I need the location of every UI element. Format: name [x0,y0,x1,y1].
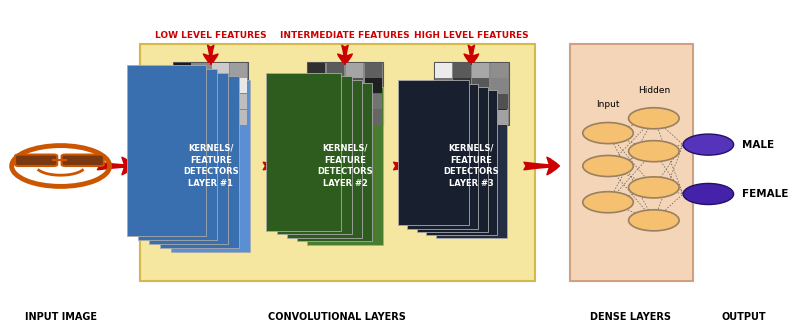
FancyBboxPatch shape [193,110,210,124]
FancyBboxPatch shape [472,78,490,93]
Text: INPUT IMAGE: INPUT IMAGE [25,312,97,322]
FancyBboxPatch shape [365,110,382,124]
FancyBboxPatch shape [491,94,508,109]
Circle shape [582,192,634,213]
FancyBboxPatch shape [230,63,247,78]
FancyBboxPatch shape [407,84,478,228]
FancyBboxPatch shape [127,65,206,236]
FancyBboxPatch shape [149,72,228,244]
FancyBboxPatch shape [454,78,470,93]
FancyBboxPatch shape [346,110,363,124]
Circle shape [629,141,679,162]
FancyBboxPatch shape [211,110,229,124]
Text: Hidden: Hidden [638,86,670,95]
FancyBboxPatch shape [491,110,508,124]
FancyBboxPatch shape [398,80,469,225]
Text: Input: Input [596,100,620,109]
FancyBboxPatch shape [491,63,508,78]
FancyBboxPatch shape [308,110,326,124]
FancyBboxPatch shape [307,87,382,245]
Text: HIGH LEVEL FEATURES: HIGH LEVEL FEATURES [414,32,529,41]
FancyBboxPatch shape [454,94,470,109]
FancyBboxPatch shape [211,94,229,109]
FancyBboxPatch shape [454,110,470,124]
FancyBboxPatch shape [193,94,210,109]
FancyBboxPatch shape [436,94,507,238]
FancyBboxPatch shape [160,76,239,248]
Circle shape [683,184,734,205]
FancyBboxPatch shape [173,62,248,125]
FancyBboxPatch shape [327,110,344,124]
FancyBboxPatch shape [174,78,191,93]
Circle shape [683,134,734,155]
FancyBboxPatch shape [15,155,58,166]
FancyBboxPatch shape [434,110,452,124]
FancyBboxPatch shape [174,63,191,78]
FancyBboxPatch shape [434,63,452,78]
FancyBboxPatch shape [230,78,247,93]
FancyBboxPatch shape [62,155,104,166]
FancyBboxPatch shape [417,87,488,232]
FancyBboxPatch shape [327,78,344,93]
FancyBboxPatch shape [174,94,191,109]
FancyBboxPatch shape [434,94,452,109]
FancyBboxPatch shape [277,76,352,234]
FancyBboxPatch shape [230,110,247,124]
Text: KERNELS/
FEATURE
DETECTORS
LAYER #1: KERNELS/ FEATURE DETECTORS LAYER #1 [183,144,238,188]
Circle shape [629,108,679,129]
FancyBboxPatch shape [193,78,210,93]
Text: OUTPUT: OUTPUT [722,312,766,322]
FancyBboxPatch shape [365,94,382,109]
FancyBboxPatch shape [426,90,498,235]
Circle shape [629,210,679,231]
FancyBboxPatch shape [365,63,382,78]
FancyBboxPatch shape [140,44,534,281]
FancyBboxPatch shape [346,78,363,93]
Circle shape [629,177,679,198]
FancyBboxPatch shape [434,62,509,125]
FancyBboxPatch shape [287,80,362,238]
Circle shape [582,123,634,144]
Text: MALE: MALE [742,139,774,150]
Text: INTERMEDIATE FEATURES: INTERMEDIATE FEATURES [280,32,410,41]
FancyBboxPatch shape [472,63,490,78]
FancyBboxPatch shape [230,94,247,109]
FancyBboxPatch shape [327,94,344,109]
FancyBboxPatch shape [327,63,344,78]
FancyBboxPatch shape [193,63,210,78]
FancyBboxPatch shape [308,63,326,78]
FancyBboxPatch shape [570,44,693,281]
Text: KERNELS/
FEATURE
DETECTORS
LAYER #2: KERNELS/ FEATURE DETECTORS LAYER #2 [317,144,373,188]
FancyBboxPatch shape [211,78,229,93]
FancyBboxPatch shape [346,94,363,109]
FancyBboxPatch shape [298,83,372,241]
FancyBboxPatch shape [307,62,382,125]
FancyBboxPatch shape [346,63,363,78]
FancyBboxPatch shape [308,94,326,109]
FancyBboxPatch shape [454,63,470,78]
Text: FEMALE: FEMALE [742,189,788,199]
FancyBboxPatch shape [211,63,229,78]
Text: CONVOLUTIONAL LAYERS: CONVOLUTIONAL LAYERS [268,312,406,322]
FancyBboxPatch shape [434,78,452,93]
FancyBboxPatch shape [174,110,191,124]
Text: LOW LEVEL FEATURES: LOW LEVEL FEATURES [155,32,266,41]
Circle shape [582,155,634,177]
FancyBboxPatch shape [308,78,326,93]
FancyBboxPatch shape [472,110,490,124]
Text: KERNELS/
FEATURE
DETECTORS
LAYER #3: KERNELS/ FEATURE DETECTORS LAYER #3 [443,144,499,188]
FancyBboxPatch shape [365,78,382,93]
Text: DENSE LAYERS: DENSE LAYERS [590,312,671,322]
FancyBboxPatch shape [138,68,217,240]
FancyBboxPatch shape [266,72,342,230]
FancyBboxPatch shape [472,94,490,109]
FancyBboxPatch shape [171,80,250,252]
FancyBboxPatch shape [491,78,508,93]
